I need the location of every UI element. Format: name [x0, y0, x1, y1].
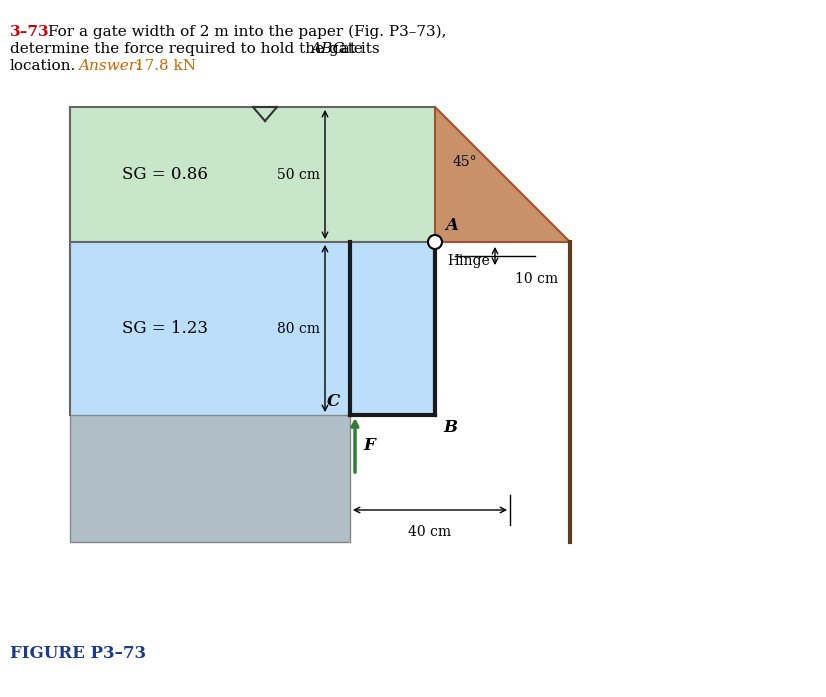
Text: 45°: 45°: [453, 155, 477, 169]
Bar: [70, 242, 435, 415]
Text: location.: location.: [10, 59, 76, 73]
Text: B: B: [443, 419, 457, 436]
Text: determine the force required to hold the gate: determine the force required to hold the…: [10, 42, 368, 56]
Text: C: C: [327, 393, 340, 410]
Text: SG = 0.86: SG = 0.86: [122, 166, 208, 183]
Bar: [70, 415, 350, 542]
Text: ABC: ABC: [310, 42, 344, 56]
Text: 80 cm: 80 cm: [277, 321, 320, 335]
Circle shape: [428, 235, 442, 249]
Text: For a gate width of 2 m into the paper (Fig. P3–73),: For a gate width of 2 m into the paper (…: [48, 25, 447, 40]
Text: 17.8 kN: 17.8 kN: [130, 59, 196, 73]
Bar: [70, 107, 435, 242]
Text: Hinge: Hinge: [447, 254, 490, 268]
Text: 3–73: 3–73: [10, 25, 50, 39]
Text: FIGURE P3–73: FIGURE P3–73: [10, 645, 146, 662]
Polygon shape: [435, 107, 570, 242]
Text: 40 cm: 40 cm: [408, 525, 452, 539]
Text: 50 cm: 50 cm: [277, 167, 320, 181]
Text: F: F: [363, 436, 375, 454]
Text: SG = 1.23: SG = 1.23: [122, 320, 208, 337]
Text: at its: at its: [336, 42, 380, 56]
Text: A: A: [445, 217, 458, 234]
Text: 10 cm: 10 cm: [515, 272, 558, 286]
Text: Answer:: Answer:: [78, 59, 141, 73]
